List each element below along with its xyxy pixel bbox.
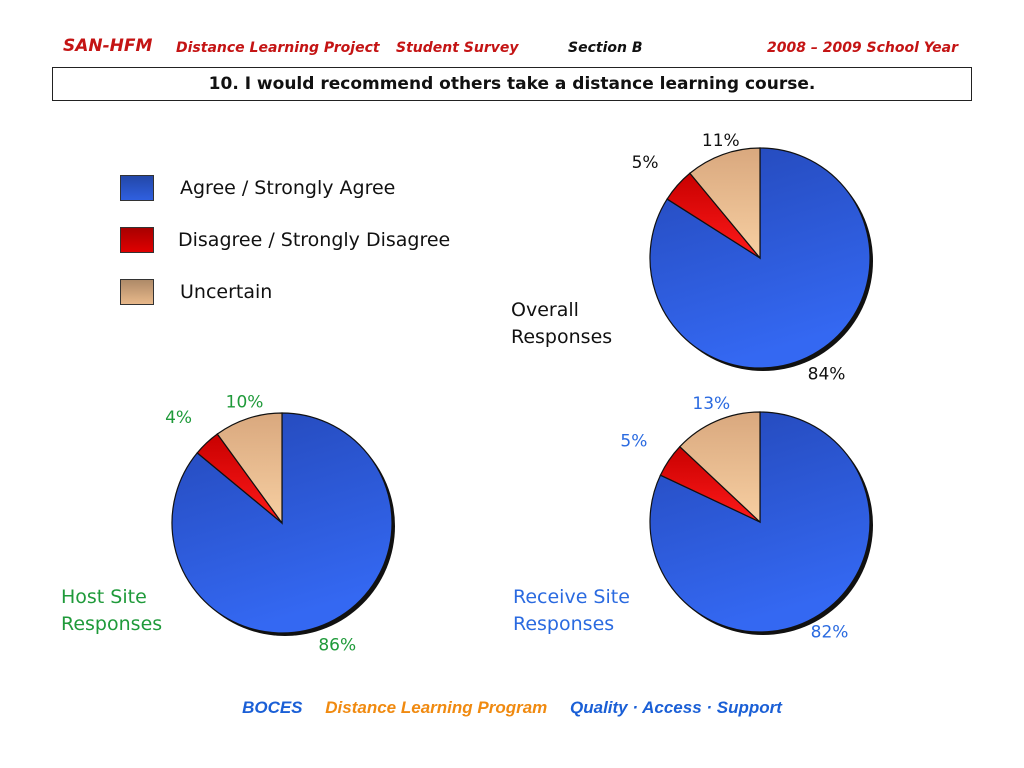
question-title: 10. I would recommend others take a dist… xyxy=(52,67,972,101)
pie-host-label-uncertain: 10% xyxy=(226,393,264,413)
header-survey: Student Survey xyxy=(396,40,519,56)
pie-title-host: Host Site Responses xyxy=(61,584,181,638)
pie-host-slice-uncertain xyxy=(216,412,283,525)
legend-swatch-agree xyxy=(120,175,154,201)
pie-receive-label-disagree: 5% xyxy=(620,431,647,451)
pie-receive: 82% 5% 13% xyxy=(620,394,873,643)
pie-receive-label-agree: 82% xyxy=(811,623,849,643)
footer: BOCES Distance Learning Program Quality … xyxy=(0,698,1024,718)
header-section: Section B xyxy=(568,40,643,56)
pie-overall: 84% 5% 11% xyxy=(632,131,873,385)
pie-title-receive: Receive Site Responses xyxy=(513,584,653,638)
legend-label-agree: Agree / Strongly Agree xyxy=(180,177,396,199)
header-project: Distance Learning Project xyxy=(176,40,380,56)
pie-overall-slice-uncertain xyxy=(689,147,761,260)
pie-title-overall: Overall Responses xyxy=(511,297,631,351)
legend-item-disagree: Disagree / Strongly Disagree xyxy=(120,226,450,254)
pie-receive-slice-uncertain xyxy=(678,411,761,524)
footer-org: BOCES xyxy=(242,698,303,717)
footer-program: Distance Learning Program xyxy=(325,698,548,717)
pie-overall-label-uncertain: 11% xyxy=(702,131,740,151)
legend-label-uncertain: Uncertain xyxy=(180,281,273,303)
pie-receive-label-uncertain: 13% xyxy=(692,394,730,414)
pie-host-label-disagree: 4% xyxy=(165,408,192,428)
legend-swatch-disagree xyxy=(120,227,154,253)
header-year: 2008 – 2009 School Year xyxy=(767,40,958,56)
legend-item-uncertain: Uncertain xyxy=(120,278,272,306)
legend-label-disagree: Disagree / Strongly Disagree xyxy=(178,229,451,251)
pie-host: 86% 4% 10% xyxy=(165,393,395,655)
legend-swatch-uncertain xyxy=(120,279,154,305)
pie-overall-label-agree: 84% xyxy=(808,365,846,385)
legend-item-agree: Agree / Strongly Agree xyxy=(120,174,395,202)
pie-title-overall-text: Overall Responses xyxy=(511,299,613,348)
pie-title-host-text: Host Site Responses xyxy=(61,586,163,635)
header-brand: SAN-HFM xyxy=(63,36,153,56)
pie-host-label-agree: 86% xyxy=(318,635,356,655)
footer-tagline: Quality · Access · Support xyxy=(570,698,782,717)
pie-overall-label-disagree: 5% xyxy=(632,153,659,173)
pie-title-receive-text: Receive Site Responses xyxy=(513,586,630,635)
